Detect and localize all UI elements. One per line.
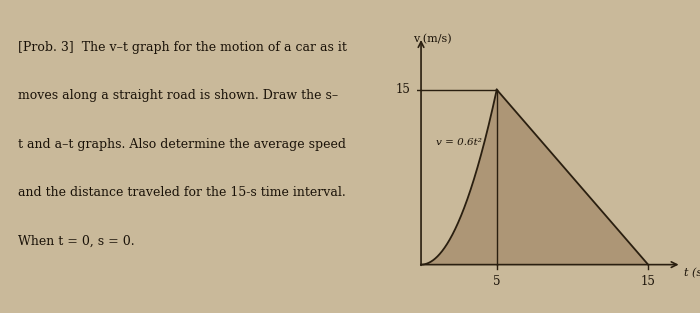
Polygon shape — [421, 90, 648, 264]
Text: t and a–t graphs. Also determine the average speed: t and a–t graphs. Also determine the ave… — [18, 138, 346, 151]
Text: v (m/s): v (m/s) — [414, 33, 452, 44]
Text: 15: 15 — [640, 275, 656, 288]
Text: and the distance traveled for the 15-s time interval.: and the distance traveled for the 15-s t… — [18, 186, 345, 199]
Text: 5: 5 — [493, 275, 500, 288]
Text: 15: 15 — [395, 83, 410, 96]
Text: t (s): t (s) — [685, 268, 700, 279]
Text: moves along a straight road is shown. Draw the s–: moves along a straight road is shown. Dr… — [18, 89, 337, 102]
Text: [Prob. 3]  The v–t graph for the motion of a car as it: [Prob. 3] The v–t graph for the motion o… — [18, 41, 346, 54]
Text: When t = 0, s = 0.: When t = 0, s = 0. — [18, 235, 134, 248]
Text: v = 0.6t²: v = 0.6t² — [436, 138, 482, 146]
